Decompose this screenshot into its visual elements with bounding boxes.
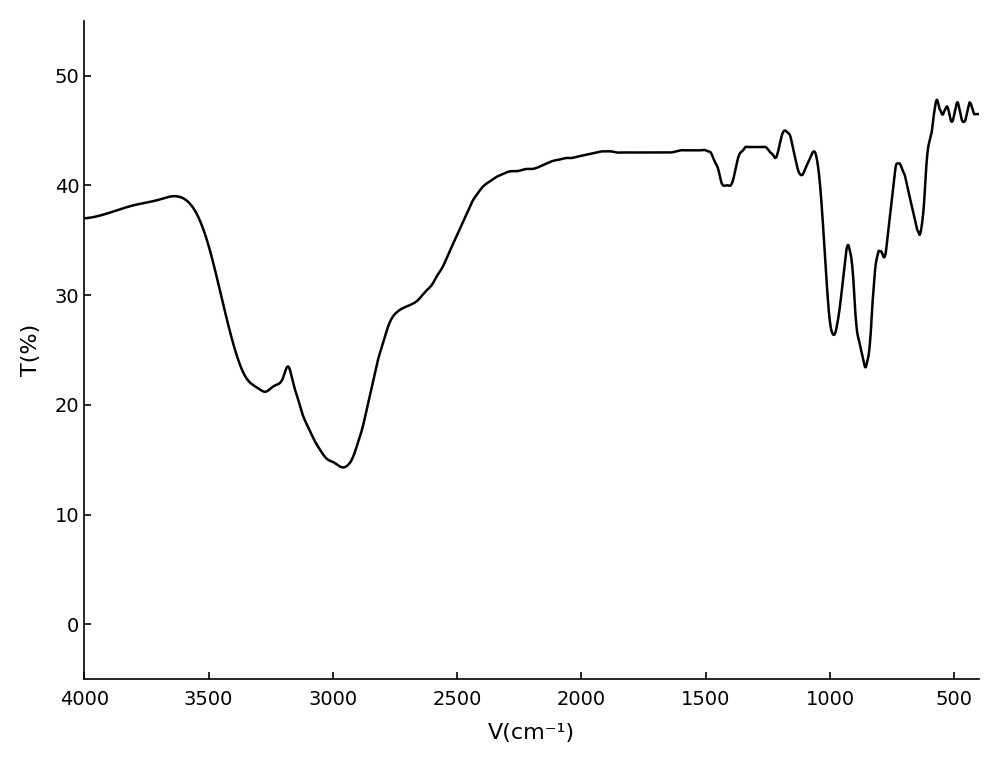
Y-axis label: T(%): T(%) xyxy=(21,324,41,376)
X-axis label: V(cm⁻¹): V(cm⁻¹) xyxy=(488,724,575,743)
